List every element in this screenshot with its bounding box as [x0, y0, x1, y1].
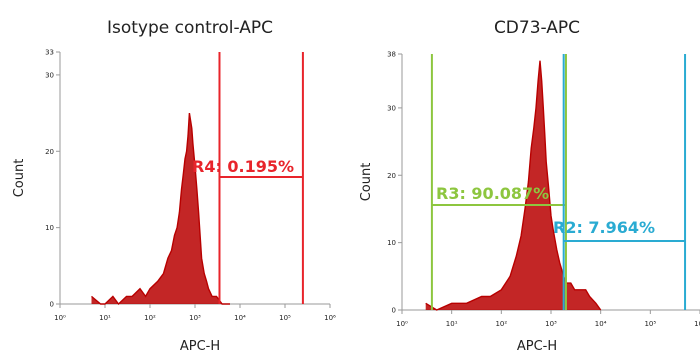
x-tick-labels: 10⁰ 10¹ 10² 10³ 10⁴ 10⁵ 10⁶	[396, 320, 700, 328]
y-tick-label: 10	[45, 224, 54, 232]
x-tick-label: 10⁴	[234, 314, 246, 322]
x-axis-label: APC-H	[180, 339, 220, 352]
x-tick-label: 10⁰	[396, 320, 408, 328]
gate-label: R4: 0.195%	[192, 157, 294, 176]
x-tick-label: 10⁵	[644, 320, 656, 328]
y-tick-label: 10	[387, 239, 396, 247]
histogram-outline	[91, 112, 230, 306]
x-axis-label: APC-H	[517, 339, 557, 352]
y-tick-label: 30	[387, 104, 396, 112]
y-tick-label: 20	[45, 148, 54, 156]
x-tick-label: 10³	[545, 320, 557, 328]
chart-title: CD73-APC	[494, 18, 580, 38]
gates: R4: 0.195%	[192, 52, 304, 304]
y-tick-label: 30	[45, 71, 54, 79]
y-axis-label: Count	[12, 159, 27, 198]
y-tick-label: 0	[392, 307, 396, 315]
x-tick-label: 10⁶	[324, 314, 336, 322]
x-tick-labels: 10⁰ 10¹ 10² 10³ 10⁴ 10⁵ 10⁶	[54, 314, 336, 322]
x-tick-label: 10³	[189, 314, 201, 322]
panel-cd73: CD73-APC R3: 90.087%R2: 7.964% 0 10 20 30 38…	[359, 18, 700, 352]
histogram-outline	[425, 60, 602, 311]
y-axis-label: Count	[359, 163, 374, 202]
x-tick-label: 10²	[495, 320, 507, 328]
x-tick-label: 10⁵	[279, 314, 291, 322]
gate-label: R2: 7.964%	[553, 218, 655, 237]
gate-label: R3: 90.087%	[436, 184, 549, 203]
y-tick-labels: 0 10 20 30 33	[45, 49, 54, 309]
x-tick-label: 10¹	[446, 320, 458, 328]
y-tick-label: 38	[387, 51, 396, 59]
y-tick-label: 20	[387, 172, 396, 180]
histogram-area	[91, 113, 230, 304]
gates: R3: 90.087%R2: 7.964%	[430, 54, 687, 310]
y-tick-label: 0	[50, 301, 54, 309]
x-tick-label: 10⁶	[694, 320, 700, 328]
panel-isotype-control: Isotype control-APC R4: 0.195% 0 10 20 30 33…	[12, 18, 336, 352]
y-tick-labels: 0 10 20 30 38	[387, 51, 396, 315]
x-tick-label: 10⁴	[595, 320, 607, 328]
y-tick-label: 33	[45, 49, 54, 57]
x-tick-label: 10¹	[99, 314, 111, 322]
x-tick-label: 10⁰	[54, 314, 66, 322]
chart-title: Isotype control-APC	[107, 18, 273, 38]
x-tick-label: 10²	[144, 314, 156, 322]
